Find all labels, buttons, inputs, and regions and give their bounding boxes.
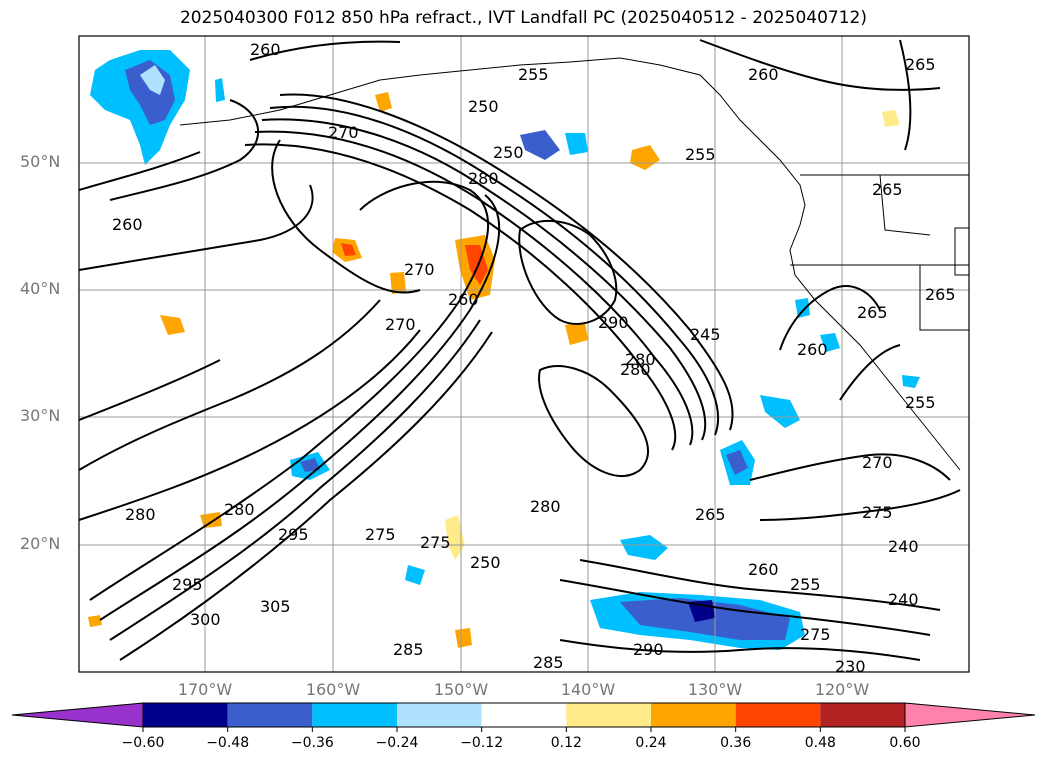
contour-label: 295	[278, 525, 309, 544]
contour-label: 270	[328, 123, 359, 142]
colorbar-tick-label: −0.12	[460, 735, 504, 751]
colorbar-box	[143, 703, 228, 727]
contour-label: 265	[925, 285, 956, 304]
map-area	[79, 36, 969, 672]
contour-label: 285	[393, 640, 424, 659]
contour-label: 280	[224, 500, 255, 519]
contour-label: 260	[250, 40, 281, 59]
contour-label: 280	[530, 497, 561, 516]
contour-label: 260	[797, 340, 828, 359]
contour-label: 280	[625, 350, 656, 369]
colorbar	[11, 702, 1036, 732]
contour-label: 270	[862, 453, 893, 472]
contour-label: 265	[695, 505, 726, 524]
contour-label: 255	[518, 65, 549, 84]
contour-label: 250	[468, 97, 499, 116]
contour-label: 305	[260, 597, 291, 616]
colorbar-tick-label: −0.48	[206, 735, 250, 751]
contour-label: 280	[125, 505, 156, 524]
contour-label: 260	[448, 290, 479, 309]
contour-label: 255	[685, 145, 716, 164]
colorbar-tick-label: 0.36	[720, 735, 752, 751]
graticule	[79, 36, 969, 672]
contour-label: 280	[468, 169, 499, 188]
contour-label: 265	[872, 180, 903, 199]
colorbar-box	[820, 703, 905, 727]
colorbar-tick-label: 0.60	[889, 735, 921, 751]
contour-label: 260	[748, 65, 779, 84]
contour-label: 240	[888, 590, 919, 609]
map-frame	[78, 35, 970, 673]
colorbar-tick-label: −0.60	[121, 735, 165, 751]
contour-label: 270	[404, 260, 435, 279]
contour-label: 270	[385, 315, 416, 334]
colorbar-tick-label: 0.12	[550, 735, 582, 751]
colorbar-tick-label: −0.24	[375, 735, 419, 751]
contour-label: 260	[112, 215, 143, 234]
colorbar-box	[566, 703, 651, 727]
map-title: 2025040300 F012 850 hPa refract., IVT La…	[179, 8, 867, 28]
contour-label: 250	[493, 143, 524, 162]
lat-label-40n: 40°N	[20, 279, 61, 298]
lat-label-20n: 20°N	[20, 534, 61, 553]
contour-label: 290	[633, 640, 664, 659]
lon-label-170w: 170°W	[177, 680, 233, 699]
lon-label-140w: 140°W	[560, 680, 616, 699]
lon-label-160w: 160°W	[305, 680, 361, 699]
lat-label-50n: 50°N	[20, 152, 61, 171]
colorbar-tick-label: −0.36	[290, 735, 334, 751]
coastlines	[179, 57, 970, 471]
contour-label: 295	[172, 575, 203, 594]
contour-label: 275	[365, 525, 396, 544]
contour-label: 240	[888, 537, 919, 556]
lon-label-120w: 120°W	[814, 680, 870, 699]
contour-label: 260	[748, 560, 779, 579]
lon-label-130w: 130°W	[687, 680, 743, 699]
colorbar-tick-label: 0.24	[635, 735, 667, 751]
lat-label-30n: 30°N	[20, 406, 61, 425]
colorbar-tick-label: 0.48	[804, 735, 836, 751]
contour-label: 290	[598, 313, 629, 332]
colorbar-box	[397, 703, 482, 727]
colorbar-box	[227, 703, 313, 727]
colorbar-box	[481, 703, 567, 727]
contour-label: 230	[835, 657, 866, 676]
contour-labels: 260 255 260 265 250 270 250 255 280 260 …	[112, 40, 956, 676]
contour-label: 255	[905, 393, 936, 412]
contour-label: 300	[190, 610, 221, 629]
lon-label-150w: 150°W	[433, 680, 489, 699]
contour-label: 280	[620, 360, 651, 379]
contour-label: 265	[905, 55, 936, 74]
colorbar-box	[651, 703, 736, 727]
colorbar-extend-low	[11, 702, 144, 728]
contour-label: 250	[470, 553, 501, 572]
colorbar-box	[312, 703, 397, 727]
colorbar-frame	[142, 702, 906, 728]
contour-label: 275	[420, 533, 451, 552]
shaded-anomalies	[88, 50, 920, 650]
colorbar-box	[735, 703, 821, 727]
refractivity-contours	[78, 39, 961, 661]
colorbar-extend-high	[904, 702, 1036, 728]
contour-label: 275	[862, 503, 893, 522]
contour-label: 245	[690, 325, 721, 344]
contour-label: 255	[790, 575, 821, 594]
contour-label: 285	[533, 653, 564, 672]
contour-label: 265	[857, 303, 888, 322]
contour-label: 275	[800, 625, 831, 644]
